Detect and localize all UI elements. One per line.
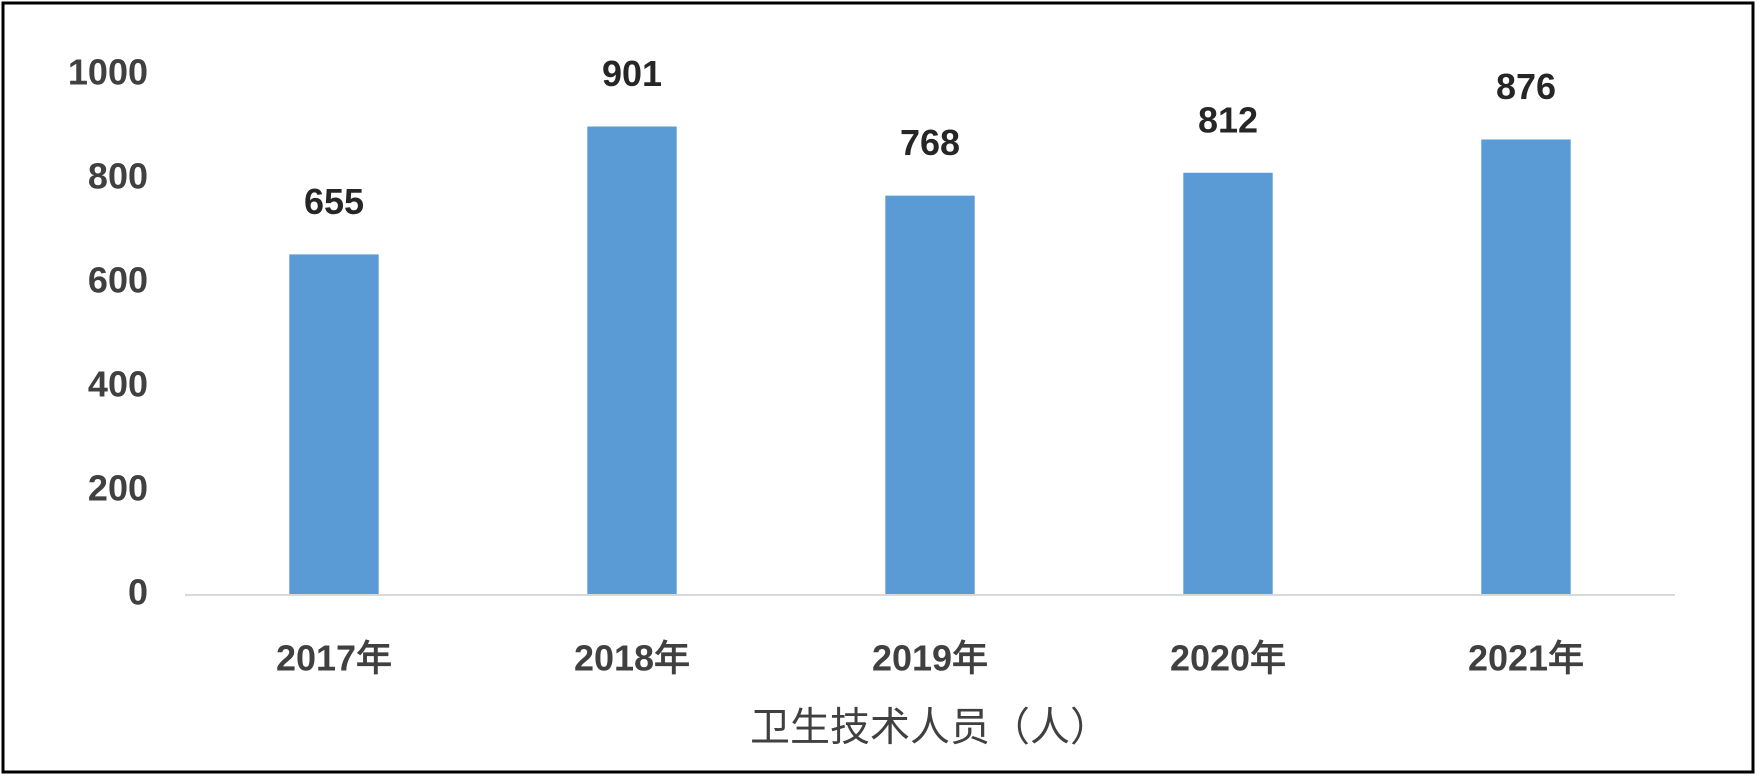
x-tick-label: 2017年 [276,638,392,679]
bar [587,126,677,595]
x-tick-label: 2021年 [1468,638,1584,679]
bar [1481,139,1571,596]
x-tick-label: 2018年 [574,638,690,679]
y-tick-label: 400 [88,364,148,405]
y-tick-label: 1000 [68,52,148,93]
bar [289,254,379,595]
y-tick-label: 0 [128,572,148,613]
y-tick-label: 200 [88,468,148,509]
x-tick-label: 2020年 [1170,638,1286,679]
y-tick-label: 800 [88,156,148,197]
x-axis-title: 卫生技术人员（人） [750,706,1110,750]
y-tick-label: 600 [88,260,148,301]
value-label: 876 [1496,66,1556,107]
x-tick-label: 2019年 [872,638,988,679]
value-label: 655 [304,181,364,222]
value-label: 901 [602,53,662,94]
value-label: 812 [1198,99,1258,140]
bar [1183,172,1273,595]
value-label: 768 [900,122,960,163]
bar [885,195,975,595]
